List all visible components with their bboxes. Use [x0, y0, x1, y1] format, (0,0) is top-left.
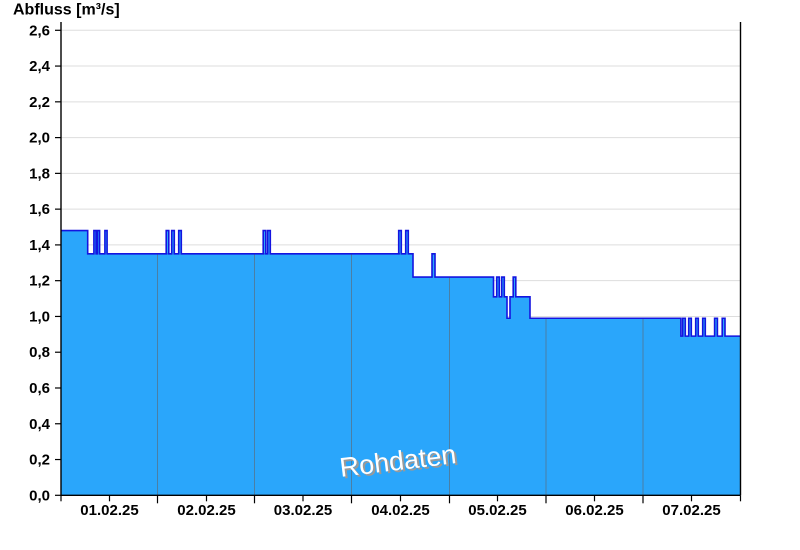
svg-text:01.02.25: 01.02.25: [80, 502, 138, 519]
svg-text:0,8: 0,8: [29, 344, 50, 361]
svg-text:06.02.25: 06.02.25: [565, 502, 623, 519]
svg-text:03.02.25: 03.02.25: [274, 502, 332, 519]
svg-text:0,4: 0,4: [29, 416, 51, 433]
svg-text:1,0: 1,0: [29, 308, 50, 325]
svg-text:1,2: 1,2: [29, 273, 50, 290]
svg-text:1,6: 1,6: [29, 201, 50, 218]
svg-text:0,0: 0,0: [29, 487, 50, 504]
svg-text:07.02.25: 07.02.25: [662, 502, 720, 519]
svg-text:0,6: 0,6: [29, 380, 50, 397]
svg-text:02.02.25: 02.02.25: [177, 502, 235, 519]
svg-text:Abfluss [m³/s]: Abfluss [m³/s]: [13, 2, 120, 19]
svg-text:2,2: 2,2: [29, 94, 50, 111]
svg-text:1,4: 1,4: [29, 237, 51, 254]
svg-text:1,8: 1,8: [29, 165, 50, 182]
svg-text:04.02.25: 04.02.25: [371, 502, 429, 519]
svg-text:2,4: 2,4: [29, 58, 51, 75]
svg-text:2,0: 2,0: [29, 130, 50, 147]
svg-text:2,6: 2,6: [29, 22, 50, 39]
svg-text:05.02.25: 05.02.25: [468, 502, 526, 519]
svg-text:0,2: 0,2: [29, 452, 50, 469]
